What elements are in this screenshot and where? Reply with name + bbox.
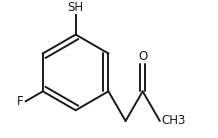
- Text: O: O: [138, 50, 147, 63]
- Text: SH: SH: [68, 1, 84, 14]
- Text: F: F: [17, 95, 24, 108]
- Text: CH3: CH3: [162, 115, 186, 128]
